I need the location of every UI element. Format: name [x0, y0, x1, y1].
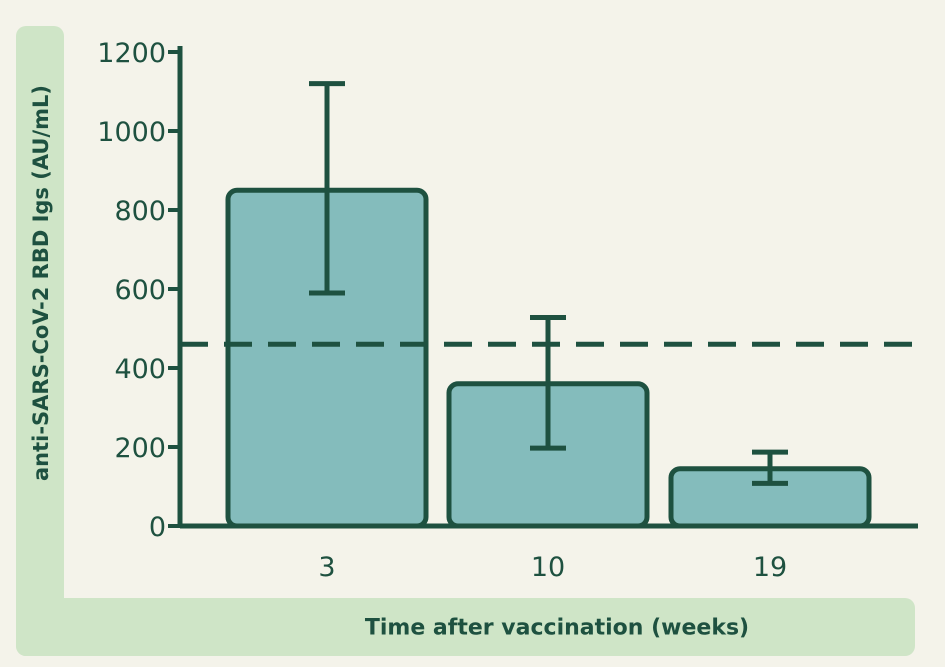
- x-tick-label-3: 3: [318, 552, 335, 583]
- y-tick-label-0: 0: [149, 512, 166, 543]
- y-tick-label-200: 200: [114, 433, 166, 464]
- x-tick-label-19: 19: [753, 552, 787, 583]
- x-axis-title: Time after vaccination (weeks): [364, 615, 750, 641]
- y-tick-label-600: 600: [114, 275, 166, 306]
- y-tick-label-1200: 1200: [97, 38, 166, 69]
- y-tick-label-1000: 1000: [97, 117, 166, 148]
- y-tick-label-800: 800: [114, 196, 166, 227]
- x-tick-label-10: 10: [531, 552, 565, 583]
- y-tick-label-400: 400: [114, 354, 166, 385]
- x-axis-label-band: [16, 598, 915, 656]
- y-axis-label-band: [16, 26, 64, 656]
